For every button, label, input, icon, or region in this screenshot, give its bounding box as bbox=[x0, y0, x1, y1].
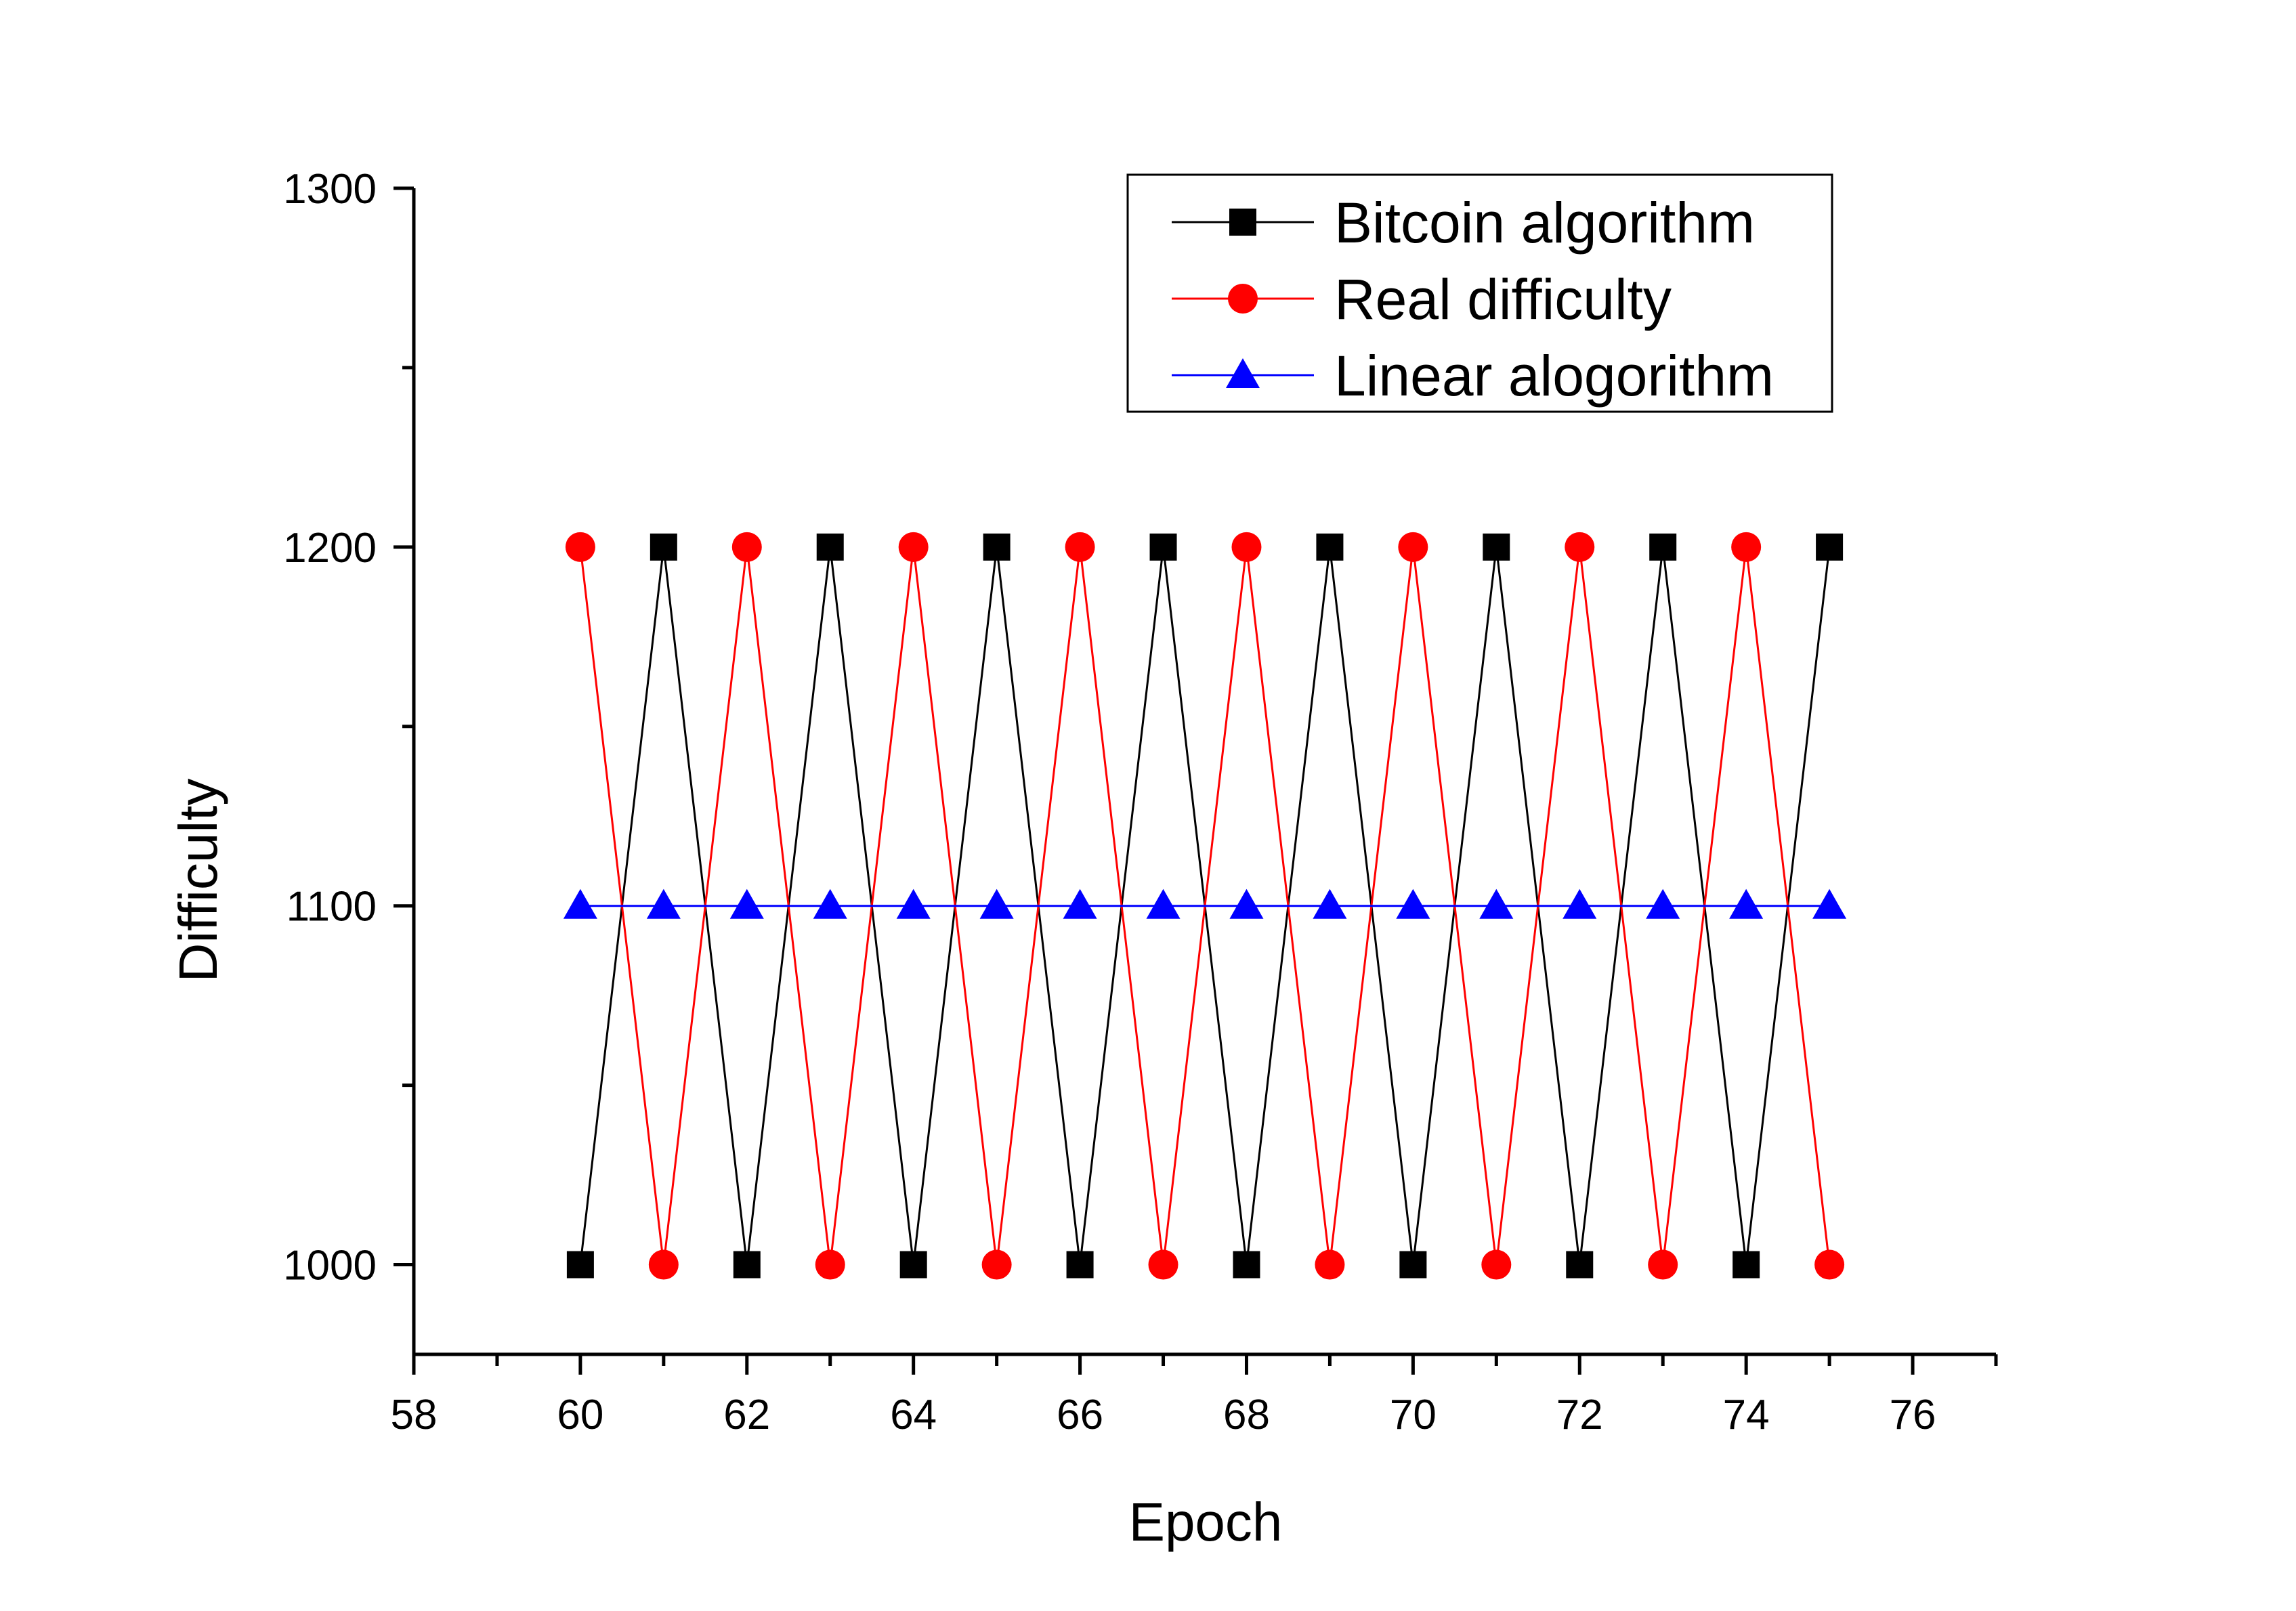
x-tick-label: 76 bbox=[1890, 1392, 1936, 1438]
data-point bbox=[1732, 1251, 1760, 1279]
legend-entry-label: Bitcoin algorithm bbox=[1334, 191, 1755, 255]
x-tick-label: 60 bbox=[557, 1392, 603, 1438]
data-point bbox=[1233, 1251, 1260, 1279]
x-tick-label: 58 bbox=[391, 1392, 438, 1438]
x-tick-label: 66 bbox=[1057, 1392, 1103, 1438]
x-axis-title: Epoch bbox=[1129, 1492, 1283, 1552]
x-tick-label: 62 bbox=[723, 1392, 770, 1438]
data-point bbox=[896, 888, 931, 919]
data-point bbox=[1399, 1251, 1427, 1279]
y-tick-label: 1200 bbox=[283, 525, 377, 572]
data-point bbox=[563, 888, 597, 919]
data-point bbox=[1481, 1249, 1512, 1280]
data-point bbox=[1316, 533, 1344, 561]
data-point bbox=[1648, 1249, 1678, 1280]
y-tick-label: 1000 bbox=[283, 1243, 377, 1289]
data-point bbox=[566, 1251, 594, 1279]
legend-entry-label: Real difficulty bbox=[1334, 267, 1672, 331]
legend-entry-label: Linear alogorithm bbox=[1334, 344, 1774, 408]
y-tick-label: 1100 bbox=[286, 884, 377, 930]
data-point bbox=[816, 533, 844, 561]
x-tick-label: 72 bbox=[1556, 1392, 1603, 1438]
axes: 58 60 62 64 66 68 70 72 74 76 1000 1100 1200 1300 bbox=[283, 166, 1998, 1438]
data-point bbox=[1065, 532, 1095, 562]
y-axis-title: Difficulty bbox=[168, 779, 228, 983]
data-point bbox=[1149, 533, 1177, 561]
legend: Bitcoin algorithm Real difficulty Linear a… bbox=[1126, 173, 1833, 413]
data-point bbox=[1646, 888, 1680, 919]
data-point bbox=[983, 533, 1011, 561]
data-point bbox=[981, 1249, 1012, 1280]
data-point bbox=[1396, 888, 1430, 919]
x-tick-label: 64 bbox=[890, 1392, 937, 1438]
data-point bbox=[813, 888, 847, 919]
data-point bbox=[650, 533, 677, 561]
data-point bbox=[565, 532, 595, 562]
data-point bbox=[1816, 533, 1844, 561]
data-point bbox=[1649, 533, 1677, 561]
data-point bbox=[1231, 532, 1262, 562]
data-point bbox=[646, 888, 681, 919]
data-point bbox=[1063, 888, 1097, 919]
x-tick-label: 74 bbox=[1723, 1392, 1770, 1438]
data-point bbox=[1483, 533, 1510, 561]
legend-marker bbox=[1226, 358, 1260, 388]
data-point bbox=[1814, 1249, 1845, 1280]
x-tick-label: 68 bbox=[1223, 1392, 1270, 1438]
data-point bbox=[1479, 888, 1514, 919]
data-point bbox=[1566, 1251, 1594, 1279]
data-point bbox=[733, 1251, 761, 1279]
data-point bbox=[1146, 888, 1181, 919]
data-point bbox=[1731, 532, 1762, 562]
data-point bbox=[979, 888, 1014, 919]
legend-marker bbox=[1228, 284, 1258, 314]
x-tick-label: 70 bbox=[1390, 1392, 1437, 1438]
data-point bbox=[1729, 888, 1764, 919]
data-point bbox=[1562, 888, 1597, 919]
data-point bbox=[1148, 1249, 1178, 1280]
data-point bbox=[1313, 888, 1347, 919]
y-tick-label: 1300 bbox=[283, 166, 377, 213]
data-point bbox=[1398, 532, 1428, 562]
data-point bbox=[729, 888, 764, 919]
data-point bbox=[815, 1249, 845, 1280]
legend-marker bbox=[1229, 209, 1256, 236]
data-point bbox=[648, 1249, 679, 1280]
data-point bbox=[899, 1251, 927, 1279]
data-point bbox=[1229, 888, 1264, 919]
data-point bbox=[1315, 1249, 1345, 1280]
data-point bbox=[1066, 1251, 1094, 1279]
plot-area bbox=[563, 532, 1847, 1280]
data-point bbox=[1812, 888, 1847, 919]
data-point bbox=[898, 532, 929, 562]
data-point bbox=[1565, 532, 1595, 562]
data-point bbox=[731, 532, 762, 562]
